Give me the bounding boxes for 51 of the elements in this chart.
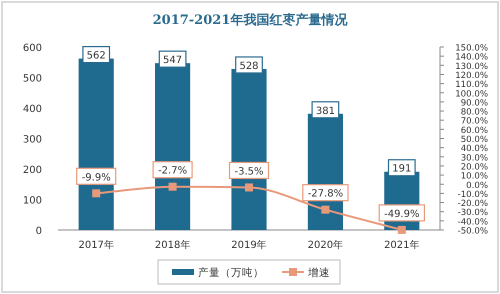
y2-tick-label: 30.0% (460, 153, 488, 164)
y-tick-label: 0 (36, 226, 42, 237)
y2-tick-label: 60.0% (460, 126, 488, 136)
legend-label: 产量（万吨） (198, 266, 264, 279)
y2-tick-label: 120.0% (455, 70, 488, 81)
data-label: -9.9% (82, 172, 111, 184)
y-tick-label: 600 (22, 43, 42, 54)
data-label: -3.5% (234, 166, 264, 178)
y-tick-label: 300 (22, 134, 42, 146)
y2-tick-label: -50.0% (458, 226, 488, 236)
data-label: 191 (392, 164, 412, 175)
data-label: 528 (239, 60, 259, 72)
x-tick-label: 2021年 (384, 239, 420, 251)
point (92, 189, 100, 198)
y2-tick-label: -40.0% (458, 217, 488, 228)
legend-label: 增速 (307, 266, 330, 279)
y2-tick-label: 130.0% (455, 62, 488, 72)
data-label: -27.8% (308, 188, 344, 200)
x-tick-label: 2020年 (308, 239, 344, 251)
y2-tick-label: -10.0% (458, 190, 488, 200)
y2-tick-label: 140.0% (455, 52, 488, 63)
y-tick-label: 500 (22, 74, 42, 84)
y2-tick-label: -20.0% (458, 199, 488, 210)
point (245, 183, 253, 192)
data-label: 381 (316, 106, 335, 117)
data-label: 547 (163, 55, 182, 66)
data-label: -49.9% (384, 208, 420, 220)
point (321, 206, 330, 214)
y-tick-label: 400 (22, 104, 42, 115)
y2-tick-label: -30.0% (458, 208, 488, 218)
y2-tick-label: 90.0% (460, 98, 488, 108)
y2-tick-label: 40.0% (460, 144, 488, 154)
chart-title: 2017-2021年我国红枣产量情况 (152, 12, 348, 28)
point (398, 226, 406, 234)
y2-tick-label: 50.0% (460, 135, 488, 145)
point (168, 182, 177, 191)
y2-tick-label: 10.0% (460, 172, 488, 182)
y2-tick-label: 80.0% (460, 108, 488, 118)
data-label: 562 (86, 50, 106, 62)
y2-tick-label: 100.0% (455, 89, 488, 100)
y-tick-label: 200 (22, 165, 42, 176)
y2-tick-label: 70.0% (460, 116, 488, 127)
data-label: -2.7% (158, 166, 188, 177)
y-tick-label: 100 (22, 196, 42, 206)
y2-tick-label: 110.0% (455, 80, 488, 90)
y2-tick-label: 20.0% (460, 162, 488, 172)
y2-tick-label: 0.0% (466, 180, 488, 191)
x-tick-label: 2018年 (154, 239, 190, 251)
y2-tick-label: 150.0% (455, 44, 488, 54)
x-tick-label: 2019年 (231, 239, 267, 251)
x-tick-label: 2017年 (78, 239, 114, 251)
